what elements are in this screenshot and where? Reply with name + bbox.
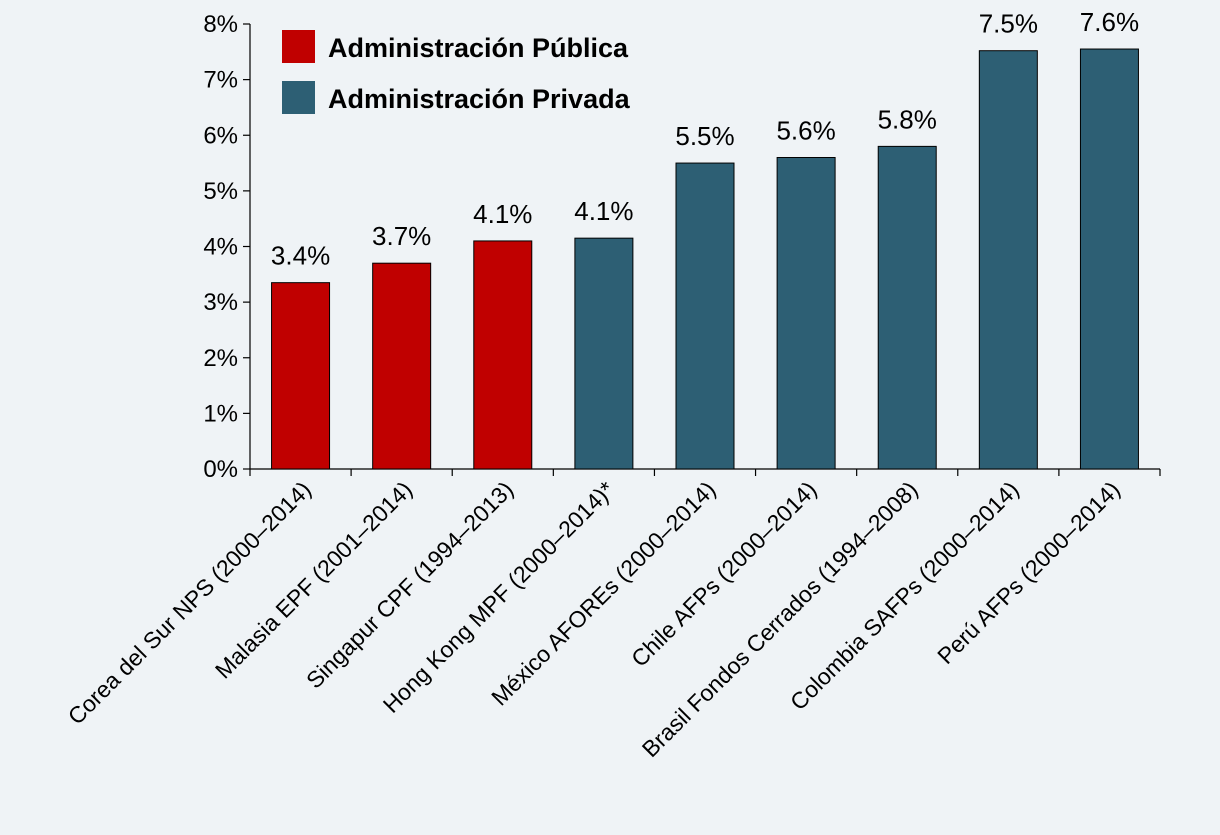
y-tick-label: 2%: [203, 345, 238, 372]
legend-swatch-privada: [282, 81, 315, 114]
y-tick-label: 0%: [203, 456, 238, 483]
category-label: Singapur CPF (1994–2013): [301, 476, 518, 693]
data-label: 4.1%: [473, 199, 532, 229]
category-labels: Corea del Sur NPS (2000–2014)Malasia EPF…: [63, 476, 1125, 762]
legend-label-privada: Administración Privada: [328, 84, 631, 114]
y-tick-label: 5%: [203, 178, 238, 205]
bar: [473, 240, 533, 470]
x-axis: [249, 468, 1161, 476]
data-label: 5.8%: [878, 104, 937, 134]
category-label: Malasia EPF (2001–2014): [210, 476, 417, 683]
y-tick-label: 1%: [203, 400, 238, 427]
legend-swatch-publica: [282, 30, 315, 63]
bar: [1079, 48, 1139, 470]
data-labels: 3.4% 3.7% 4.1% 4.1% 5.5% 5.6% 5.8% 7.5% 7.6%: [271, 7, 1139, 271]
bar: [877, 145, 937, 470]
bars: [271, 48, 1139, 470]
bar: [675, 162, 735, 470]
data-label: 4.1%: [574, 196, 633, 226]
data-label: 3.7%: [372, 221, 431, 251]
bar: [574, 237, 634, 470]
y-tick-label: 8%: [203, 11, 238, 38]
y-tick-label: 6%: [203, 122, 238, 149]
data-label: 3.4%: [271, 241, 330, 271]
y-tick-label: 3%: [203, 289, 238, 316]
category-label: Chile AFPs (2000–2014): [626, 476, 822, 672]
data-label: 7.6%: [1080, 7, 1139, 37]
y-tick-label: 7%: [203, 67, 238, 94]
legend: Administración Pública Administración Pr…: [282, 30, 631, 114]
data-label: 7.5%: [979, 9, 1038, 39]
bar: [372, 262, 432, 470]
data-label: 5.5%: [675, 121, 734, 151]
y-axis: 0% 1% 2% 3% 4% 5% 6% 7% 8%: [203, 11, 251, 483]
data-label: 5.6%: [776, 116, 835, 146]
legend-label-publica: Administración Pública: [328, 33, 629, 63]
category-label: Perú AFPs (2000–2014): [932, 476, 1125, 669]
bar: [271, 282, 331, 470]
bar: [776, 157, 836, 470]
y-tick-label: 4%: [203, 234, 238, 261]
bar: [978, 50, 1038, 470]
